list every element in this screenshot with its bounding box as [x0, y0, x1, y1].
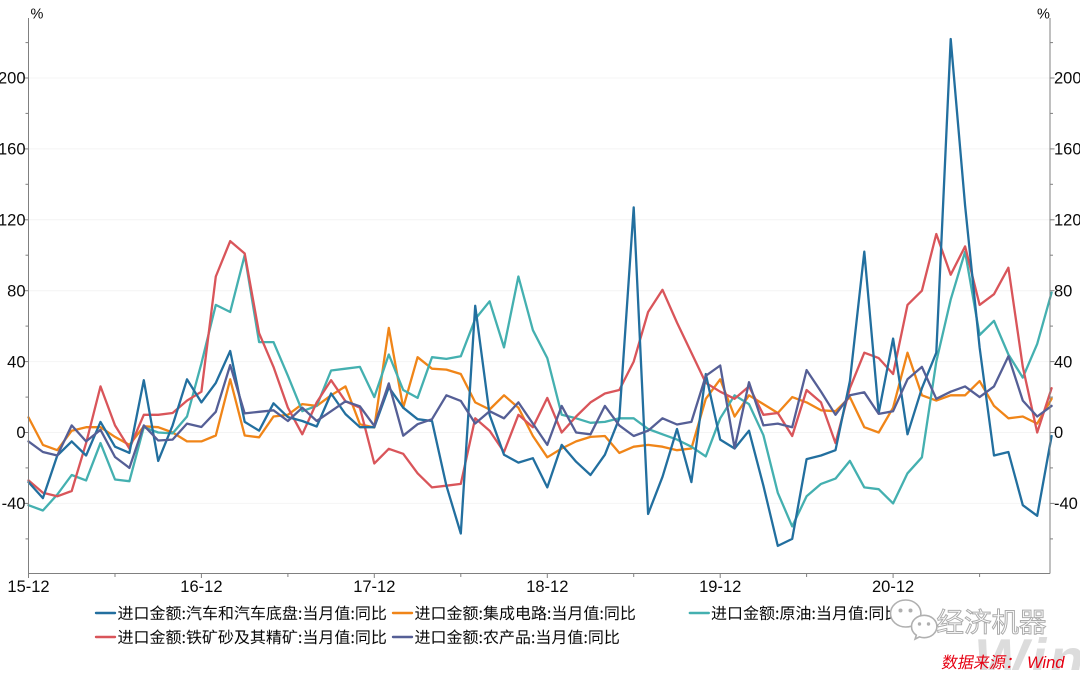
svg-text:Wind: Wind — [1027, 654, 1065, 670]
svg-text:80: 80 — [1054, 282, 1072, 300]
svg-text:160: 160 — [1054, 141, 1080, 159]
svg-text:200: 200 — [0, 70, 26, 88]
svg-text:17-12: 17-12 — [353, 578, 395, 596]
svg-text:18-12: 18-12 — [526, 578, 568, 596]
svg-text:19-12: 19-12 — [699, 578, 741, 596]
svg-text:80: 80 — [7, 282, 25, 300]
svg-text:40: 40 — [7, 353, 25, 371]
svg-text:160: 160 — [0, 141, 26, 159]
svg-text:120: 120 — [1054, 212, 1080, 230]
svg-text:%: % — [1037, 7, 1050, 23]
svg-text:-40: -40 — [2, 495, 26, 513]
svg-text:40: 40 — [1054, 353, 1072, 371]
svg-text:0: 0 — [1054, 424, 1063, 442]
svg-text:%: % — [31, 7, 44, 23]
svg-text:0: 0 — [16, 424, 25, 442]
svg-text:15-12: 15-12 — [7, 578, 49, 596]
svg-text:20-12: 20-12 — [872, 578, 914, 596]
svg-text:120: 120 — [0, 212, 26, 230]
svg-text:-40: -40 — [1054, 495, 1078, 513]
svg-text:200: 200 — [1054, 70, 1080, 88]
svg-text:16-12: 16-12 — [180, 578, 222, 596]
